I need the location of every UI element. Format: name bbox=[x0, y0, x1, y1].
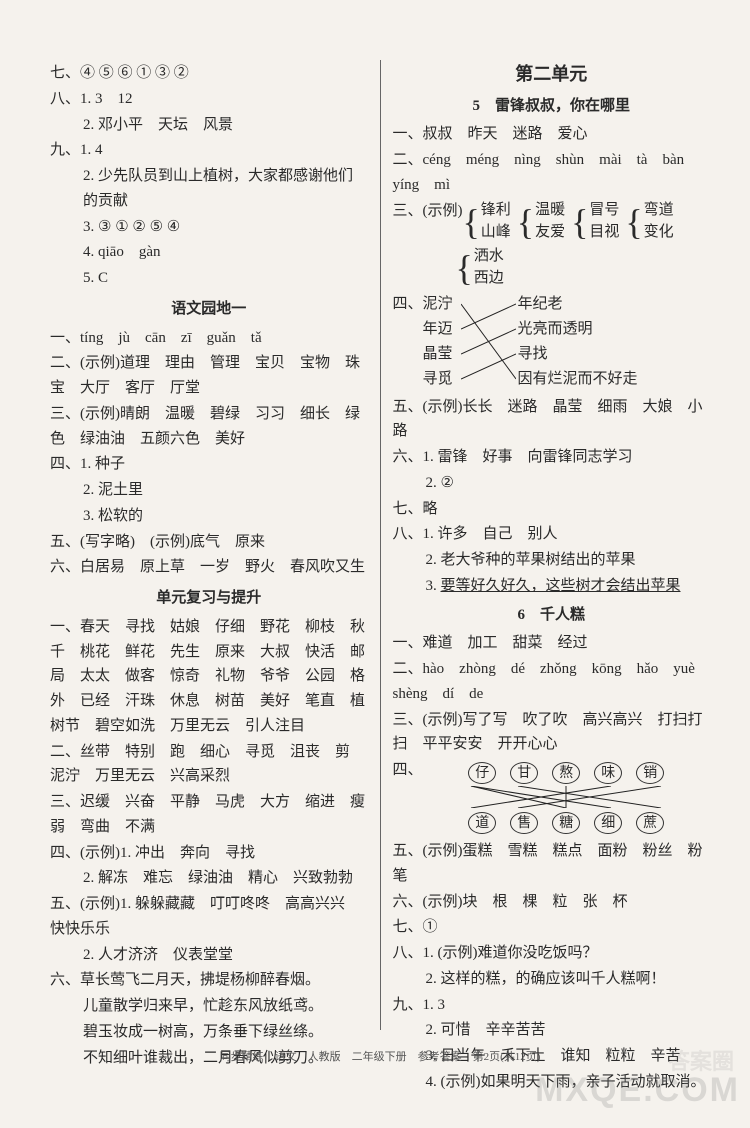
unit-title: 第二单元 bbox=[393, 60, 711, 90]
text-line: 2. 可惜 辛辛苦苦 bbox=[393, 1018, 711, 1043]
text-line: 一、难道 加工 甜菜 经过 bbox=[393, 631, 711, 656]
text-line: 七、④ ⑤ ⑥ ① ③ ② bbox=[50, 61, 368, 86]
match-right: 光亮而透明 bbox=[518, 317, 593, 342]
text-line: 碧玉妆成一树高，万条垂下绿丝绦。 bbox=[50, 1020, 368, 1045]
text-line: 四、(示例)1. 冲出 奔向 寻找 bbox=[50, 841, 368, 866]
brace-row: {洒水西边 bbox=[456, 245, 711, 290]
text-line: 八、1. 3 12 bbox=[50, 87, 368, 112]
bubble: 味 bbox=[594, 762, 622, 784]
text-line: 六、白居易 原上草 一岁 野火 春风吹又生 bbox=[50, 555, 368, 580]
bubble: 蔗 bbox=[636, 812, 664, 834]
match-left: 晶莹 bbox=[423, 342, 453, 367]
right-column: 第二单元 5 雷锋叔叔，你在哪里 一、叔叔 昨天 迷路 爱心 二、céng mé… bbox=[381, 60, 711, 1030]
text-line: 2. 少先队员到山上植树，大家都感谢他们的贡献 bbox=[50, 164, 368, 214]
bubble-row-top: 仔甘熬味销 bbox=[423, 762, 710, 784]
text-line: 2. 泥土里 bbox=[50, 478, 368, 503]
bubble: 细 bbox=[594, 812, 622, 834]
match-right: 寻找 bbox=[518, 342, 548, 367]
match-left: 寻觅 bbox=[423, 367, 453, 392]
text-line: 四、1. 种子 bbox=[50, 452, 368, 477]
match-right: 因有烂泥而不好走 bbox=[518, 367, 638, 392]
brace-group: {锋利山峰 bbox=[463, 199, 511, 244]
text-line: 2. 老大爷种的苹果树结出的苹果 bbox=[393, 548, 711, 573]
text-line: 七、略 bbox=[393, 497, 711, 522]
text-line: 三、(示例)晴朗 温暖 碧绿 习习 细长 绿色 绿油油 五颜六色 美好 bbox=[50, 402, 368, 452]
text-line: 5. C bbox=[50, 266, 368, 291]
bubble: 熬 bbox=[552, 762, 580, 784]
label: 三、(示例) bbox=[393, 199, 463, 224]
text-line: 二、(示例)道理 理由 管理 宝贝 宝物 珠宝 大厅 客厅 厅堂 bbox=[50, 351, 368, 401]
text-line: 2. 这样的糕，的确应该叫千人糕啊！ bbox=[393, 967, 711, 992]
text-line: 八、1. 许多 自己 别人 bbox=[393, 522, 711, 547]
text-line: 二、hào zhòng dé zhǒng kōng hǎo yuè shèng … bbox=[393, 657, 711, 707]
text-line: 2. 人才济济 仪表堂堂 bbox=[50, 943, 368, 968]
bubble: 仔 bbox=[468, 762, 496, 784]
match-left: 泥泞 bbox=[423, 292, 453, 317]
matching-block: 四、 泥泞 年迈 晶莹 寻觅 年纪老 光亮而透明 寻找 因有烂泥而不好走 bbox=[393, 290, 711, 394]
text-line: 三、迟缓 兴奋 平静 马虎 大方 缩进 瘦弱 弯曲 不满 bbox=[50, 790, 368, 840]
watermark-url: MXQE.COM bbox=[535, 1062, 740, 1118]
bubble-row-bottom: 道售糖细蔗 bbox=[423, 812, 710, 834]
text-line: 六、草长莺飞二月天，拂堤杨柳醉春烟。 bbox=[50, 968, 368, 993]
two-column-layout: 七、④ ⑤ ⑥ ① ③ ② 八、1. 3 12 2. 邓小平 天坛 风景 九、1… bbox=[50, 60, 710, 1030]
bubble: 销 bbox=[636, 762, 664, 784]
bubble: 甘 bbox=[510, 762, 538, 784]
text-line: 二、céng méng nìng shùn mài tà bàn yíng mì bbox=[393, 148, 711, 198]
text-line: 九、1. 4 bbox=[50, 138, 368, 163]
text-line: 五、(示例)长长 迷路 晶莹 细雨 大娘 小路 bbox=[393, 395, 711, 445]
text-line: 五、(示例)蛋糕 雪糕 糕点 面粉 粉丝 粉笔 bbox=[393, 839, 711, 889]
text-line: 一、春天 寻找 姑娘 仔细 野花 柳枝 秋千 桃花 鲜花 先生 原来 大叔 快活… bbox=[50, 615, 368, 739]
text-line: 七、① bbox=[393, 915, 711, 940]
section-heading: 语文园地一 bbox=[50, 297, 368, 322]
text-line: 六、1. 雷锋 好事 向雷锋同志学习 bbox=[393, 445, 711, 470]
text-line: 3. 松软的 bbox=[50, 504, 368, 529]
text-line: 2. 解冻 难忘 绿油油 精心 兴致勃勃 bbox=[50, 866, 368, 891]
text-line: 3. ③ ① ② ⑤ ④ bbox=[50, 215, 368, 240]
section-heading: 单元复习与提升 bbox=[50, 586, 368, 611]
text-line: 3. 要等好久好久，这些树才会结出苹果 bbox=[393, 574, 711, 599]
text-line: 一、tíng jù cān zī guǎn tǎ bbox=[50, 326, 368, 351]
match-lines-svg bbox=[461, 296, 516, 391]
text-line: 九、1. 3 bbox=[393, 993, 711, 1018]
brace-group: {温暖友爱 bbox=[517, 199, 565, 244]
bubble-links-svg bbox=[446, 786, 686, 808]
brace-group: {洒水西边 bbox=[456, 245, 504, 290]
bubble: 售 bbox=[510, 812, 538, 834]
lesson-title: 5 雷锋叔叔，你在哪里 bbox=[393, 94, 711, 119]
brace-row: 三、(示例) {锋利山峰 {温暖友爱 {冒号目视 {弯道变化 bbox=[393, 199, 711, 244]
left-column: 七、④ ⑤ ⑥ ① ③ ② 八、1. 3 12 2. 邓小平 天坛 风景 九、1… bbox=[50, 60, 381, 1030]
bubble-diagram: 四、 仔甘熬味销 道售糖细蔗 bbox=[393, 758, 711, 838]
bubble: 道 bbox=[468, 812, 496, 834]
text-line: 二、丝带 特别 跑 细心 寻觅 沮丧 剪 泥泞 万里无云 兴高采烈 bbox=[50, 740, 368, 790]
bubble: 糖 bbox=[552, 812, 580, 834]
text-line: 六、(示例)块 根 棵 粒 张 杯 bbox=[393, 890, 711, 915]
brace-group: {弯道变化 bbox=[625, 199, 673, 244]
text-line: 4. qiāo gàn bbox=[50, 240, 368, 265]
match-right: 年纪老 bbox=[518, 292, 563, 317]
brace-group: {冒号目视 bbox=[571, 199, 619, 244]
label: 四、 bbox=[393, 758, 423, 838]
text-line: 三、(示例)写了写 吹了吹 高兴高兴 打扫打扫 平平安安 开开心心 bbox=[393, 708, 711, 758]
text-line: 2. 邓小平 天坛 风景 bbox=[50, 113, 368, 138]
text-line: 2. ② bbox=[393, 471, 711, 496]
match-left: 年迈 bbox=[423, 317, 453, 342]
lesson-title: 6 千人糕 bbox=[393, 603, 711, 628]
text-line: 八、1. (示例)难道你没吃饭吗？ bbox=[393, 941, 711, 966]
text-line: 一、叔叔 昨天 迷路 爱心 bbox=[393, 122, 711, 147]
text-line: 五、(示例)1. 躲躲藏藏 叮叮咚咚 高高兴兴 快快乐乐 bbox=[50, 892, 368, 942]
label: 四、 bbox=[393, 290, 423, 394]
text-line: 五、(写字略) (示例)底气 原来 bbox=[50, 530, 368, 555]
text-line: 儿童散学归来早，忙趁东风放纸鸢。 bbox=[50, 994, 368, 1019]
